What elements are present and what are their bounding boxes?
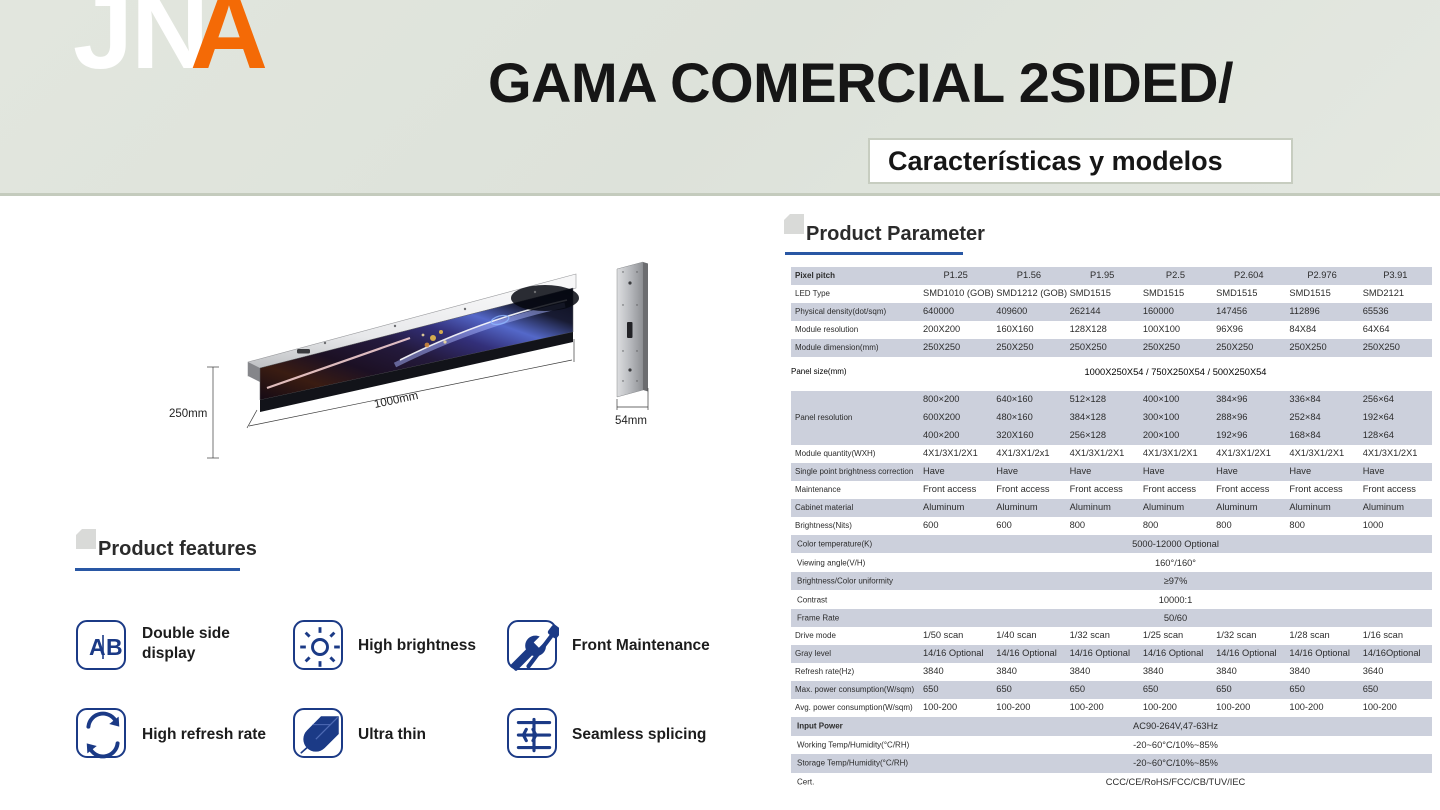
svg-text:54mm: 54mm [615,415,647,427]
svg-text:B: B [106,634,123,660]
svg-text:1000mm: 1000mm [373,390,419,411]
svg-text:250mm: 250mm [169,408,207,420]
